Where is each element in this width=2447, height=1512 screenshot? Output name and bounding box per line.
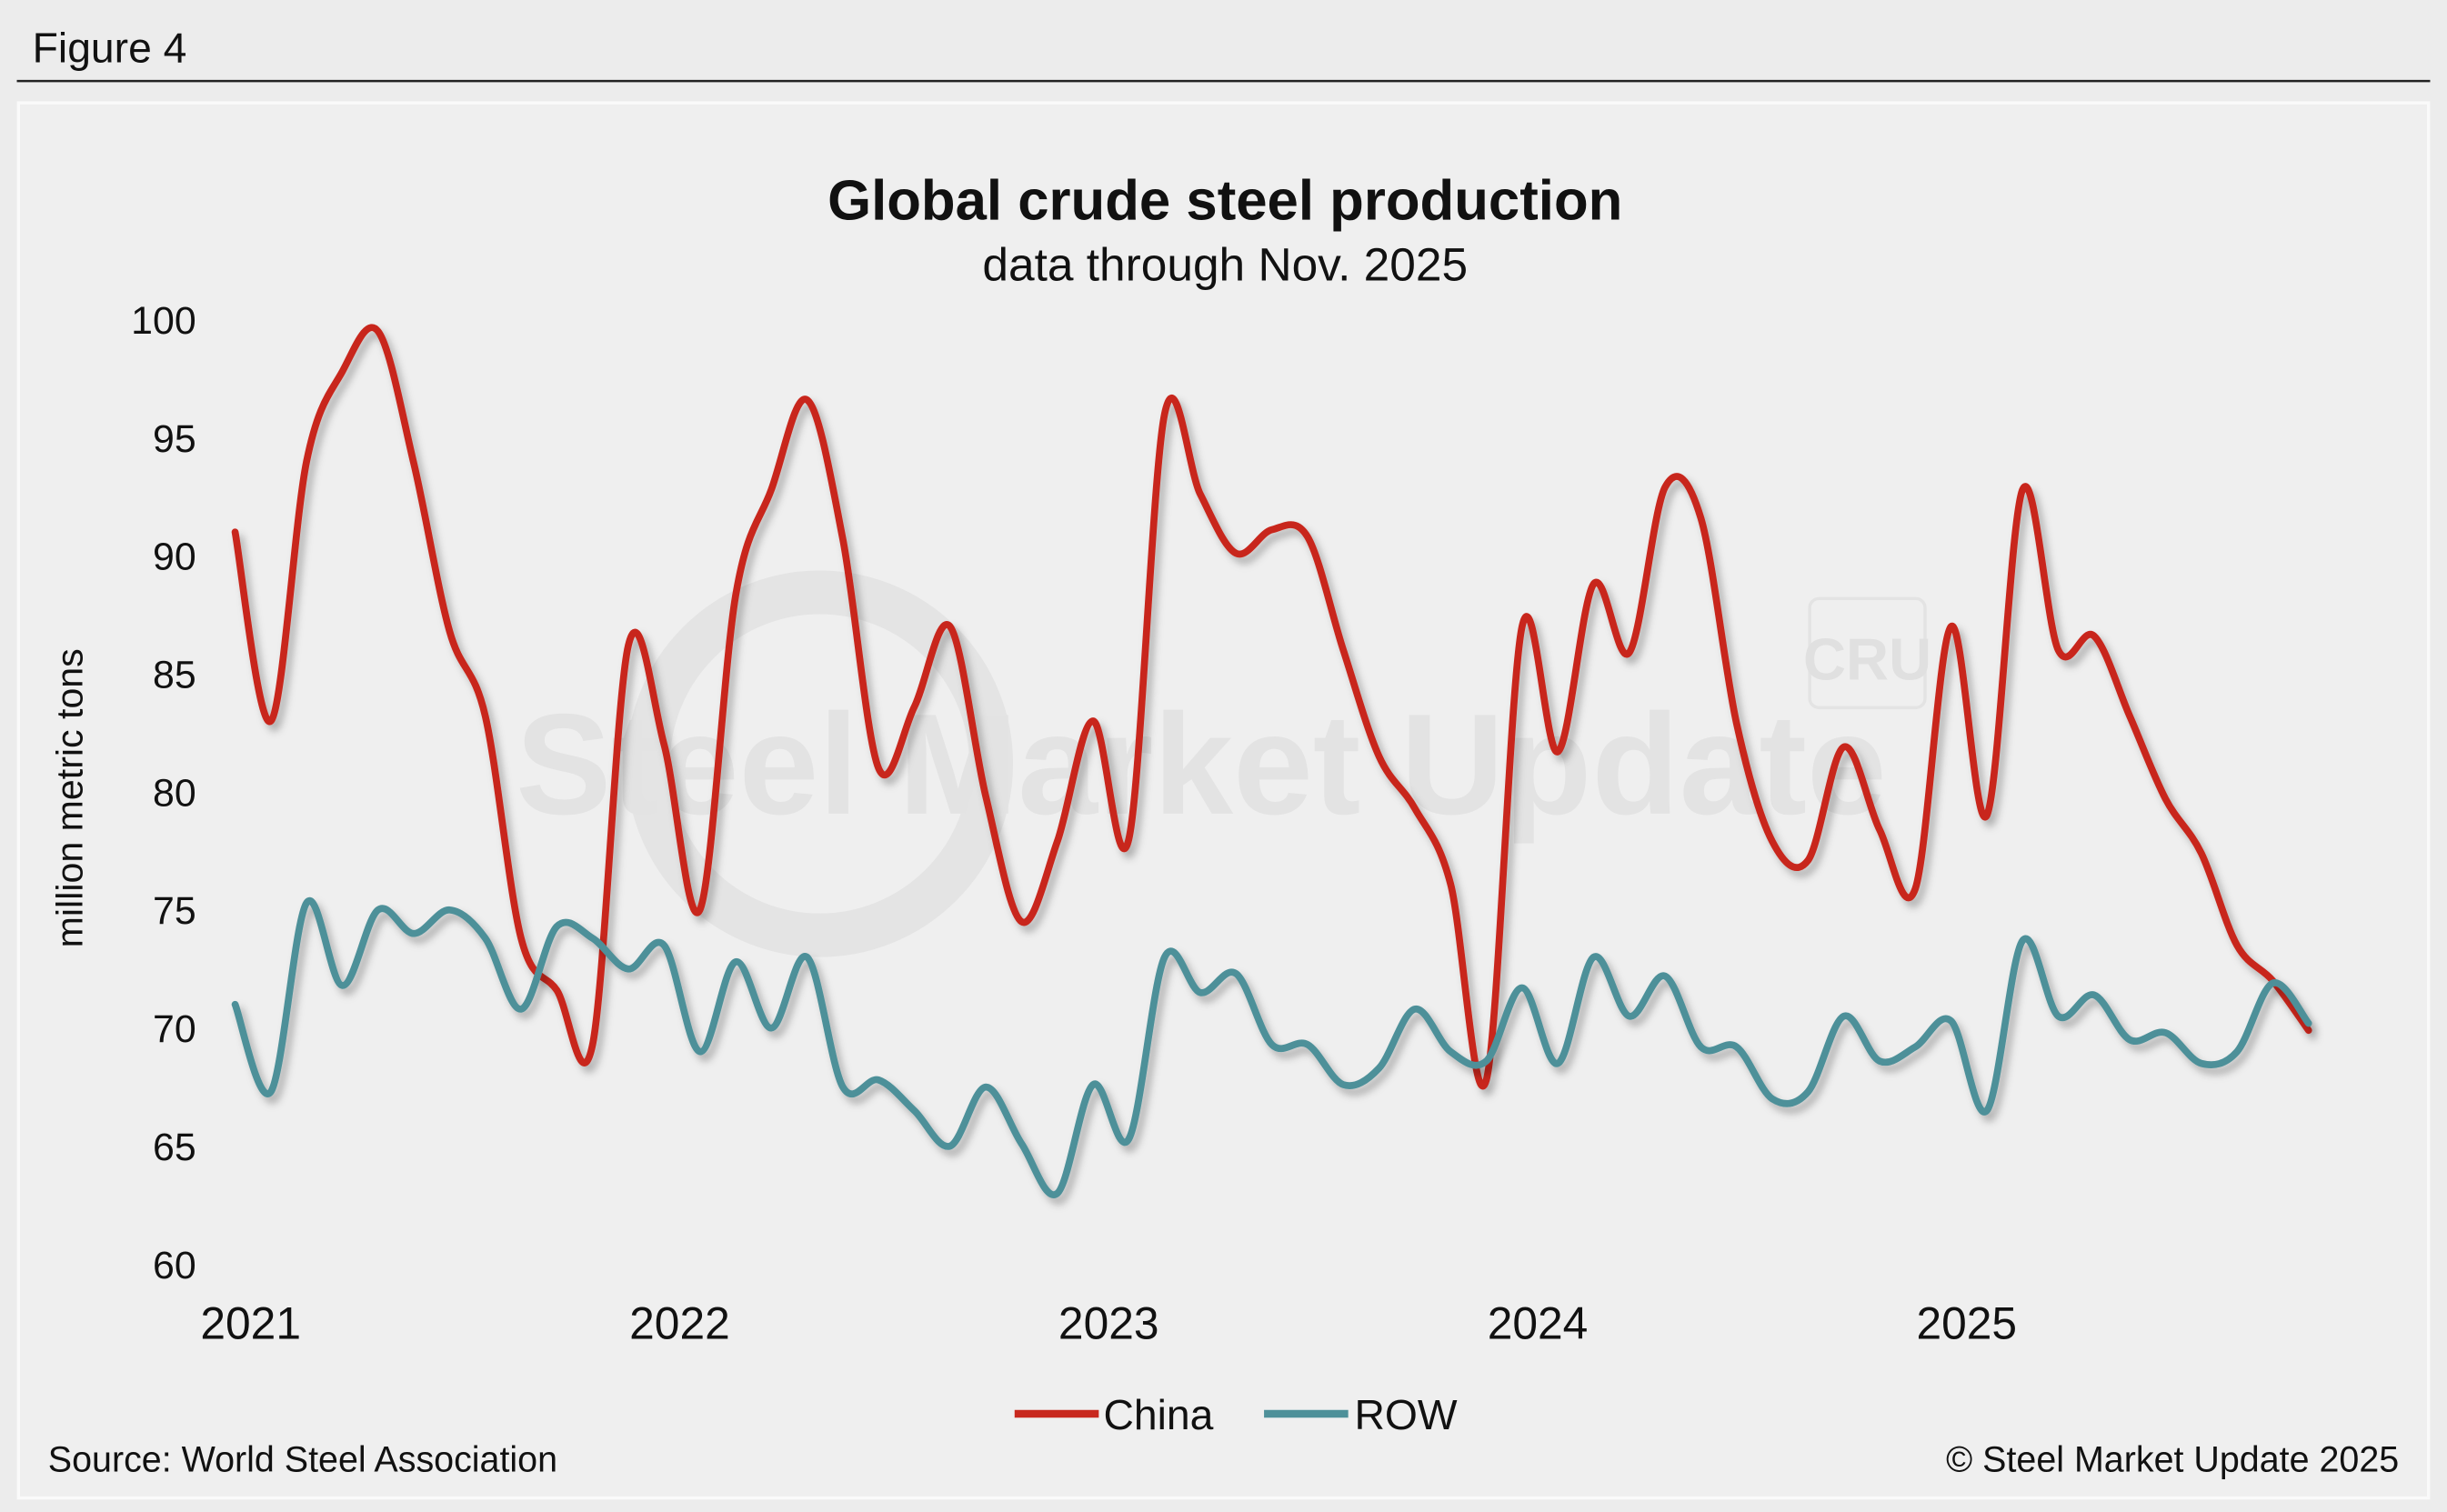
y-tick-label: 60: [153, 1244, 196, 1287]
y-tick-label: 100: [131, 299, 196, 343]
figure-label: Figure 4: [33, 25, 187, 72]
legend: China ROW: [1014, 1391, 1458, 1438]
y-tick-label: 80: [153, 771, 196, 815]
y-tick-label: 75: [153, 889, 196, 933]
y-tick-labels: 100 95 90 85 80 75 70 65 60: [131, 299, 196, 1287]
legend-label-china: China: [1103, 1391, 1213, 1438]
x-tick-labels: 2021 2022 2023 2024 2025: [200, 1298, 2017, 1349]
y-tick-label: 95: [153, 417, 196, 461]
watermark-logo-icon: [626, 570, 1014, 957]
x-tick-label: 2025: [1916, 1298, 2017, 1349]
plot-lines: [231, 324, 2312, 1198]
watermark-text: Steel Market Update: [516, 685, 1887, 845]
x-tick-label: 2024: [1488, 1298, 1589, 1349]
y-tick-label: 65: [153, 1126, 196, 1169]
copyright-note: © Steel Market Update 2025: [1946, 1439, 2399, 1479]
series-line-china: [231, 324, 2312, 1090]
series-line-row: [231, 896, 2312, 1198]
x-tick-label: 2022: [629, 1298, 730, 1349]
x-tick-label: 2021: [200, 1298, 301, 1349]
watermark: Steel Market Update CRU: [516, 570, 1931, 957]
y-tick-label: 90: [153, 536, 196, 579]
chart-panel: [16, 101, 2431, 1500]
cru-logo-icon: [1808, 596, 1927, 710]
y-axis-label: million metric tons: [49, 648, 91, 947]
cru-logo-text: CRU: [1803, 626, 1931, 692]
y-tick-label: 85: [153, 653, 196, 696]
legend-label-row: ROW: [1355, 1391, 1458, 1438]
chart-subtitle: data through Nov. 2025: [982, 238, 1468, 291]
chart-title: Global crude steel production: [827, 170, 1622, 233]
x-tick-label: 2023: [1058, 1298, 1159, 1349]
source-note: Source: World Steel Association: [48, 1439, 557, 1479]
y-tick-label: 70: [153, 1007, 196, 1051]
